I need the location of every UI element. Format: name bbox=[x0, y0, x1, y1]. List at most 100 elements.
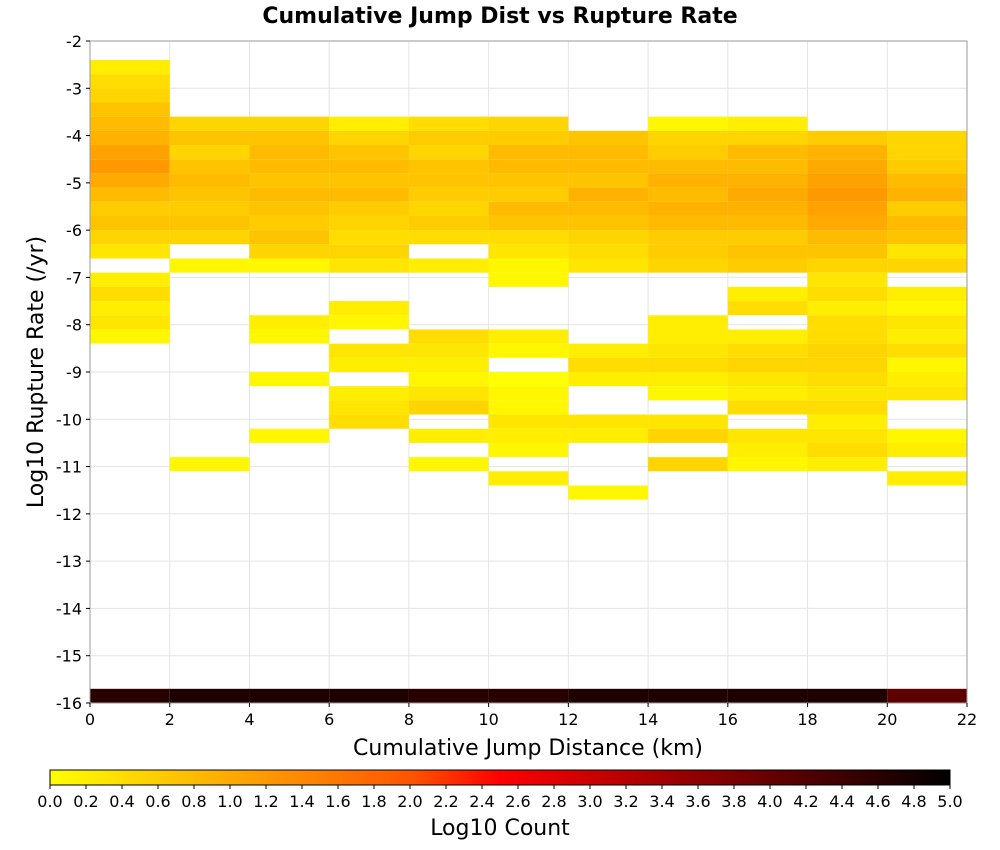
heatmap-cell bbox=[807, 230, 888, 245]
heatmap-cell bbox=[887, 187, 967, 202]
heatmap-cell bbox=[329, 145, 409, 160]
x-tick-label: 6 bbox=[324, 710, 334, 729]
heatmap-cell bbox=[568, 357, 649, 372]
heatmap-cell bbox=[408, 400, 489, 415]
heatmap-cell bbox=[568, 244, 649, 259]
heatmap-cell bbox=[807, 428, 888, 443]
heatmap-cell bbox=[90, 116, 170, 131]
heatmap-cell bbox=[887, 130, 967, 146]
colorbar-tick-label: 3.4 bbox=[649, 792, 674, 811]
heatmap-cell bbox=[329, 244, 409, 259]
heatmap-cell bbox=[408, 386, 489, 401]
heatmap-cell bbox=[169, 173, 250, 188]
heatmap-cell bbox=[488, 187, 569, 202]
heatmap-cell bbox=[488, 272, 569, 287]
heatmap-cell bbox=[408, 187, 489, 202]
heatmap-cell bbox=[807, 159, 888, 174]
heatmap-cell bbox=[329, 357, 409, 372]
heatmap-cell bbox=[807, 414, 888, 429]
heatmap-cell bbox=[329, 130, 409, 146]
heatmap-cell bbox=[568, 688, 649, 703]
heatmap-cell bbox=[90, 286, 170, 302]
heatmap-cell bbox=[727, 116, 808, 131]
y-tick-label: -13 bbox=[56, 552, 82, 571]
colorbar-tick-label: 1.4 bbox=[289, 792, 314, 811]
colorbar-tick-label: 2.8 bbox=[541, 792, 566, 811]
heatmap-cell bbox=[249, 173, 330, 188]
y-tick-label: -16 bbox=[56, 694, 82, 713]
heatmap-cell bbox=[169, 145, 250, 160]
y-tick-label: -8 bbox=[66, 316, 82, 335]
heatmap-cell bbox=[807, 400, 888, 415]
heatmap-cell bbox=[648, 372, 728, 387]
colorbar-tick-label: 3.0 bbox=[577, 792, 602, 811]
y-tick-label: -7 bbox=[66, 268, 82, 287]
heatmap-cell bbox=[568, 258, 649, 273]
heatmap-cell bbox=[90, 59, 170, 75]
heatmap-cell bbox=[488, 159, 569, 174]
heatmap-cell bbox=[90, 130, 170, 146]
heatmap-cell bbox=[249, 428, 330, 443]
heatmap-cell bbox=[568, 159, 649, 174]
x-tick-label: 16 bbox=[718, 710, 738, 729]
colorbar-tick-label: 1.2 bbox=[253, 792, 278, 811]
colorbar-tick-label: 0.2 bbox=[73, 792, 98, 811]
heatmap-cell bbox=[648, 159, 728, 174]
chart-title: Cumulative Jump Dist vs Rupture Rate bbox=[262, 4, 737, 29]
heatmap-cell bbox=[488, 400, 569, 415]
heatmap-cell bbox=[887, 343, 967, 358]
heatmap-cell bbox=[408, 215, 489, 231]
heatmap-cell bbox=[329, 173, 409, 188]
heatmap-cell bbox=[249, 159, 330, 174]
x-tick-label: 20 bbox=[877, 710, 897, 729]
heatmap-cell bbox=[408, 201, 489, 216]
heatmap-cell bbox=[329, 159, 409, 174]
heatmap-cell bbox=[408, 145, 489, 160]
heatmap-cell bbox=[807, 301, 888, 316]
heatmap-cell bbox=[727, 173, 808, 188]
heatmap-cell bbox=[727, 301, 808, 316]
heatmap-cell bbox=[807, 357, 888, 372]
heatmap-cell bbox=[727, 457, 808, 472]
heatmap-cell bbox=[807, 272, 888, 287]
heatmap-cell bbox=[568, 485, 649, 500]
heatmap-cell bbox=[727, 343, 808, 358]
heatmap-cell bbox=[727, 244, 808, 259]
heatmap-cell bbox=[488, 688, 569, 703]
heatmap-cell bbox=[648, 315, 728, 330]
heatmap-cell bbox=[329, 187, 409, 202]
heatmap-cell bbox=[488, 258, 569, 273]
heatmap-cell bbox=[488, 372, 569, 387]
heatmap-cell bbox=[727, 230, 808, 245]
heatmap-cell bbox=[329, 201, 409, 216]
colorbar-label: Log10 Count bbox=[430, 816, 570, 841]
heatmap-cell bbox=[408, 428, 489, 443]
heatmap-cell bbox=[488, 386, 569, 401]
heatmap-cell bbox=[568, 130, 649, 146]
heatmap-cell bbox=[90, 215, 170, 231]
heatmap-cell bbox=[727, 428, 808, 443]
heatmap-cell bbox=[488, 471, 569, 486]
heatmap-cell bbox=[807, 145, 888, 160]
heatmap-cell bbox=[807, 329, 888, 344]
y-tick-label: -9 bbox=[66, 363, 82, 382]
heatmap-cell bbox=[887, 301, 967, 316]
heatmap-cell bbox=[249, 372, 330, 387]
heatmap-cell bbox=[887, 145, 967, 160]
heatmap-cell bbox=[90, 301, 170, 316]
heatmap-cell bbox=[169, 688, 250, 703]
x-tick-label: 10 bbox=[478, 710, 498, 729]
heatmap-cell bbox=[249, 329, 330, 344]
heatmap-cell bbox=[887, 159, 967, 174]
heatmap-cell bbox=[807, 258, 888, 273]
colorbar-tick-label: 2.6 bbox=[505, 792, 530, 811]
heatmap-cell bbox=[568, 230, 649, 245]
heatmap-cell bbox=[727, 688, 808, 703]
heatmap-cell bbox=[488, 414, 569, 429]
colorbar-ticks: 0.0 0.2 0.4 0.6 0.8 1.0 1.2 1.4 1.6 1.8 2.0 2.2 2.4 2… bbox=[37, 785, 963, 811]
heatmap-cell bbox=[90, 230, 170, 245]
heatmap-cell bbox=[169, 457, 250, 472]
heatmap-cell bbox=[727, 215, 808, 231]
heatmap-cell bbox=[329, 386, 409, 401]
